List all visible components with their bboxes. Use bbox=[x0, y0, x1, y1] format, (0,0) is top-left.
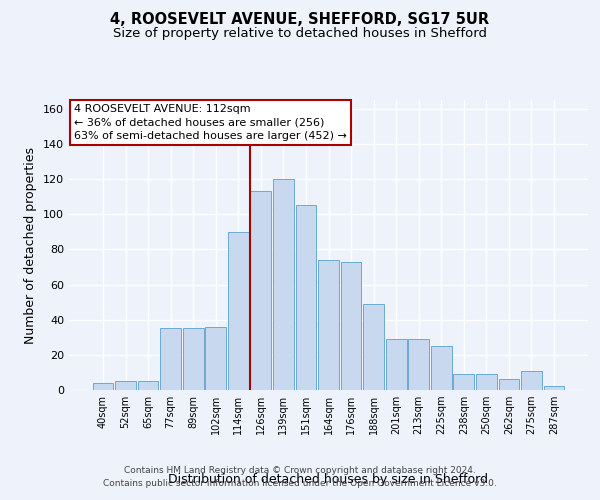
Bar bbox=[386, 339, 407, 390]
Bar bbox=[454, 374, 474, 390]
Bar bbox=[318, 260, 339, 390]
Bar bbox=[137, 381, 158, 390]
Bar bbox=[228, 232, 248, 390]
Text: 4 ROOSEVELT AVENUE: 112sqm
← 36% of detached houses are smaller (256)
63% of sem: 4 ROOSEVELT AVENUE: 112sqm ← 36% of deta… bbox=[74, 104, 347, 141]
Bar bbox=[250, 192, 271, 390]
Bar bbox=[409, 339, 429, 390]
X-axis label: Distribution of detached houses by size in Shefford: Distribution of detached houses by size … bbox=[169, 473, 488, 486]
Bar bbox=[341, 262, 361, 390]
Bar bbox=[273, 179, 294, 390]
Bar bbox=[92, 383, 113, 390]
Bar bbox=[476, 374, 497, 390]
Bar bbox=[160, 328, 181, 390]
Bar bbox=[499, 380, 520, 390]
Bar bbox=[431, 346, 452, 390]
Bar bbox=[115, 381, 136, 390]
Bar bbox=[296, 206, 316, 390]
Bar bbox=[183, 328, 203, 390]
Text: Contains HM Land Registry data © Crown copyright and database right 2024.
Contai: Contains HM Land Registry data © Crown c… bbox=[103, 466, 497, 487]
Bar bbox=[363, 304, 384, 390]
Y-axis label: Number of detached properties: Number of detached properties bbox=[25, 146, 37, 344]
Bar bbox=[205, 326, 226, 390]
Text: Size of property relative to detached houses in Shefford: Size of property relative to detached ho… bbox=[113, 28, 487, 40]
Text: 4, ROOSEVELT AVENUE, SHEFFORD, SG17 5UR: 4, ROOSEVELT AVENUE, SHEFFORD, SG17 5UR bbox=[110, 12, 490, 28]
Bar bbox=[544, 386, 565, 390]
Bar bbox=[521, 370, 542, 390]
